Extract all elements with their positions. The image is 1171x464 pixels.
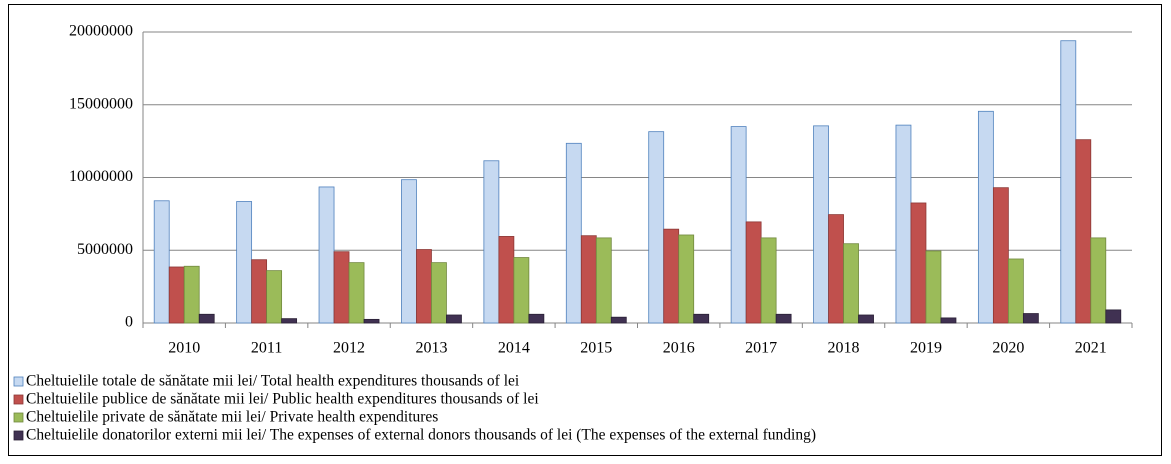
bar <box>363 318 380 324</box>
bar <box>595 237 612 324</box>
bar <box>281 318 298 324</box>
bar <box>940 317 957 324</box>
bar <box>1060 40 1077 324</box>
bar <box>266 270 283 324</box>
legend-label: Cheltuielile publice de sănătate mii lei… <box>26 391 539 408</box>
x-tick-label: 2011 <box>251 340 282 357</box>
bar <box>813 125 829 324</box>
bar <box>236 201 253 324</box>
bar <box>1090 237 1107 324</box>
x-tick-label: 2014 <box>498 340 530 357</box>
x-tick-label: 2015 <box>580 340 612 357</box>
bar <box>1022 313 1039 324</box>
bar <box>153 200 170 324</box>
y-tick-label: 20000000 <box>69 23 133 40</box>
bar <box>1105 309 1122 324</box>
bar <box>183 265 200 324</box>
x-tick-label: 2010 <box>168 340 200 357</box>
bar <box>318 186 335 324</box>
legend-swatch <box>13 394 24 405</box>
bar <box>843 243 859 324</box>
bar <box>910 202 927 324</box>
bar <box>513 257 530 324</box>
x-tick-label: 2012 <box>333 340 365 357</box>
legend-label: Cheltuielile private de sănătate mii lei… <box>26 409 438 426</box>
bar <box>610 316 627 324</box>
bar <box>333 251 350 324</box>
legend-label: Cheltuielile donatorilor externi mii lei… <box>26 427 816 444</box>
legend-swatch <box>13 376 24 387</box>
bar <box>416 249 432 324</box>
y-tick-label: 10000000 <box>69 168 133 185</box>
bar <box>895 124 912 324</box>
bar <box>760 237 777 324</box>
legend-label: Cheltuielile totale de sănătate mii lei/… <box>26 373 520 390</box>
bar <box>431 262 447 324</box>
y-tick-label: 5000000 <box>77 241 133 258</box>
bar <box>858 314 874 324</box>
bar <box>198 313 215 324</box>
bar <box>693 313 710 324</box>
bar <box>1007 258 1024 324</box>
bar <box>977 110 994 324</box>
legend-swatch <box>13 412 24 423</box>
bar <box>663 228 680 324</box>
y-tick-label: 0 <box>125 314 133 331</box>
bar <box>925 250 942 324</box>
bar <box>446 314 462 324</box>
bar <box>678 234 695 324</box>
bar <box>730 126 747 324</box>
x-tick-label: 2021 <box>1075 340 1107 357</box>
x-tick-label: 2017 <box>745 340 777 357</box>
bar <box>401 179 417 324</box>
bar <box>498 236 515 324</box>
bar <box>565 142 582 324</box>
x-tick-label: 2016 <box>663 340 695 357</box>
x-tick-label: 2018 <box>828 340 860 357</box>
bar <box>251 259 268 324</box>
bar <box>580 235 597 324</box>
bar <box>828 214 844 324</box>
bar <box>745 221 762 324</box>
x-tick-label: 2019 <box>910 340 942 357</box>
bar <box>775 313 792 324</box>
y-tick-label: 15000000 <box>69 95 133 112</box>
bar <box>168 266 185 324</box>
bar <box>483 160 500 324</box>
legend-swatch <box>13 430 24 441</box>
bar <box>528 313 545 324</box>
bar <box>992 187 1009 324</box>
x-tick-label: 2013 <box>415 340 447 357</box>
bar <box>648 131 665 324</box>
x-tick-label: 2020 <box>992 340 1024 357</box>
bar <box>348 262 365 324</box>
chart-border <box>8 4 1162 456</box>
bar <box>1075 139 1092 324</box>
